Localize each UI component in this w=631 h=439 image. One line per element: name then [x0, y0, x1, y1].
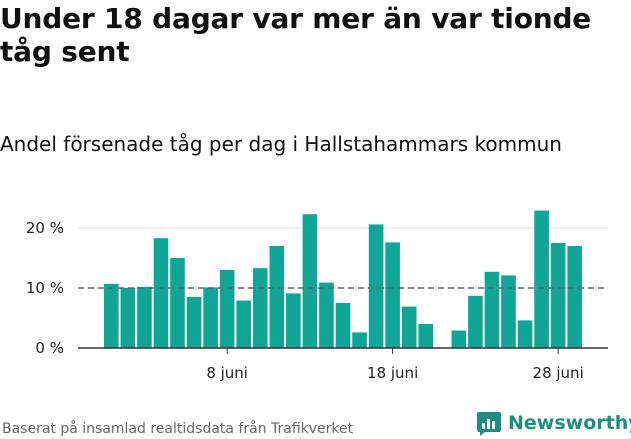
bar: [153, 238, 169, 348]
bar: [252, 268, 268, 348]
y-tick-label: 10 %: [26, 279, 64, 297]
source-note: Baserat på insamlad realtidsdata från Tr…: [2, 421, 354, 437]
bar: [269, 246, 285, 348]
bar: [550, 243, 566, 348]
chart-title: Under 18 dagar var mer än var tionde tåg…: [0, 2, 592, 68]
bar: [219, 270, 235, 348]
x-tick-label: 8 juni: [206, 364, 248, 382]
brand-name: Newsworthy: [508, 412, 631, 434]
y-tick-label: 0 %: [35, 339, 64, 357]
bar: [567, 246, 582, 348]
y-tick-label: 20 %: [26, 219, 64, 237]
bar: [186, 297, 202, 348]
newsworthy-chart-icon: [477, 412, 501, 436]
x-tick-label: 28 juni: [533, 364, 584, 382]
chart-subtitle: Andel försenade tåg per dag i Hallstaham…: [0, 132, 562, 156]
newsworthy-logo[interactable]: Newsworthy: [476, 409, 631, 437]
bar-chart: 0 % 10 % 20 % 8 juni 18 juni 28 juni: [26, 210, 608, 382]
bar: [319, 282, 334, 348]
bar: [451, 330, 467, 348]
x-tick-label: 18 juni: [367, 364, 418, 382]
bar: [418, 324, 434, 348]
bar: [104, 283, 119, 348]
bar: [368, 224, 384, 348]
bar: [385, 242, 400, 348]
bar: [170, 258, 185, 348]
bar: [286, 293, 301, 348]
bar: [335, 303, 351, 348]
bar: [236, 300, 251, 348]
bar: [401, 306, 417, 348]
bar: [468, 295, 483, 348]
bar: [203, 287, 218, 348]
bar: [517, 320, 533, 348]
bar: [120, 288, 136, 348]
bar: [534, 210, 549, 348]
bar: [501, 275, 516, 348]
bar: [484, 271, 500, 348]
bar: [302, 214, 318, 348]
bar: [137, 286, 152, 348]
bar: [352, 332, 367, 348]
